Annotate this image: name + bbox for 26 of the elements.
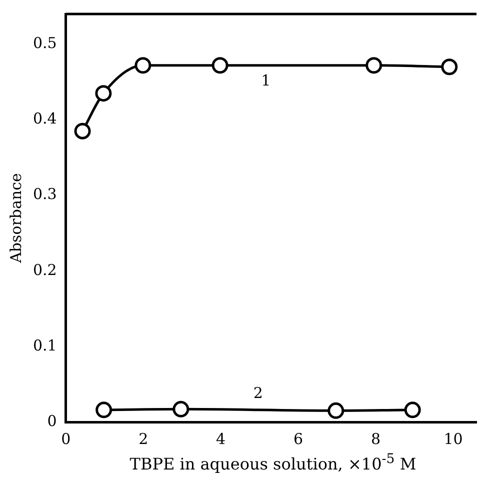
- point: [172, 400, 190, 418]
- x-tick-label: 2: [138, 430, 148, 448]
- y-tick-label: 0.3: [32, 185, 57, 204]
- point: [441, 58, 458, 76]
- point: [96, 402, 112, 418]
- point: [212, 57, 228, 74]
- point: [95, 85, 112, 102]
- y-tick-label: 0: [47, 412, 57, 430]
- point: [74, 122, 91, 140]
- y-tick-label: 0.1: [32, 336, 57, 354]
- x-tick-label: 8: [371, 430, 381, 448]
- x-tick-label: 6: [294, 430, 304, 448]
- y-tick-label: 0.5: [32, 34, 57, 52]
- x-tick-label: 4: [216, 430, 226, 448]
- series-label: 1: [261, 71, 271, 90]
- x-axis-title: TBPE in aqueous solution, ×10$^{-5}$ M: [128, 452, 418, 474]
- point: [366, 57, 382, 74]
- series-label: 2: [253, 384, 263, 402]
- y-tick-label: 0.4: [32, 110, 57, 128]
- point: [328, 402, 344, 419]
- point: [134, 57, 152, 74]
- point: [404, 402, 421, 418]
- x-tick-label: 0: [61, 430, 71, 448]
- x-tick-label: 10: [444, 430, 463, 448]
- y-axis-title: Absorbance: [6, 172, 25, 264]
- y-tick-label: 0.2: [32, 260, 57, 279]
